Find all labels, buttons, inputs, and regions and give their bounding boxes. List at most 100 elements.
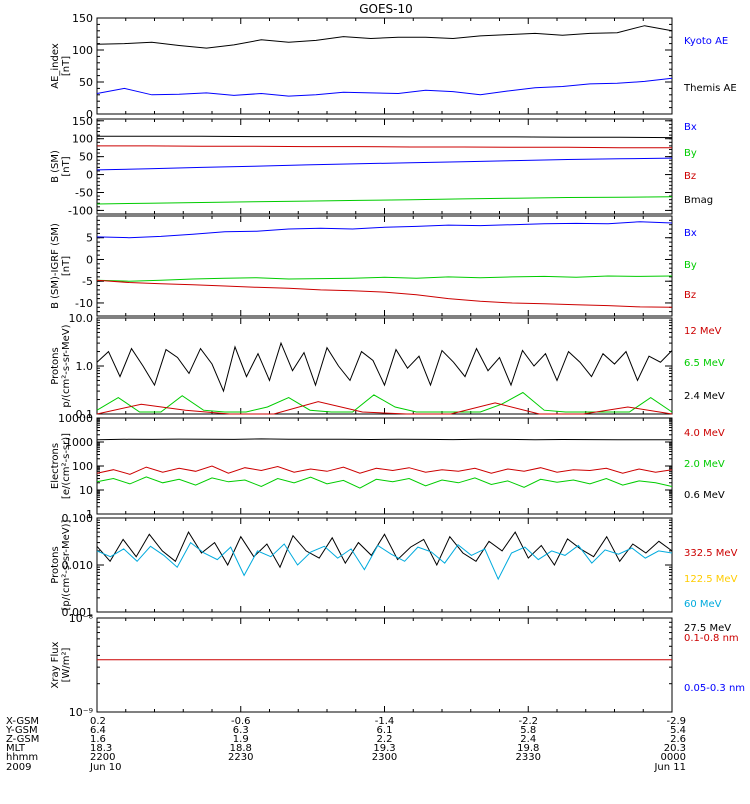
legend-entry: 12 MeV [684,326,722,337]
legend-entry: 60 MeV [684,599,722,610]
ephemeris-value: 1.6 [90,734,106,745]
series-line [96,25,673,49]
y-tick-label: 150 [72,115,93,128]
y-axis-label: B (SM) [50,150,61,183]
series-line [96,341,673,393]
y-tick-label: 0 [86,253,93,266]
ephemeris-value: 2.6 [670,734,686,745]
series-line [96,401,673,415]
legend-entry: By [684,260,697,271]
ephemeris-value: 2330 [516,752,541,763]
y-tick-label: 0 [86,108,93,121]
ephemeris-value: -2.9 [666,716,686,727]
y-tick-label: 10 [79,484,93,497]
y-tick-label: 100 [72,133,93,146]
y-axis-label: Protons [50,347,61,384]
y-tick-label: 50 [79,151,93,164]
series-line [96,438,673,441]
ephemeris-value: 20.3 [664,743,686,754]
y-tick-label: 50 [79,76,93,89]
legend-entry: 2.4 MeV [684,391,725,402]
y-tick-label: 1000 [65,436,93,449]
y-tick-label: 0.001 [62,606,94,619]
series-line [96,531,673,569]
panel-frame [96,215,673,317]
series-line [96,279,673,308]
series-line [96,221,673,239]
series-line [96,465,673,475]
ephemeris-value: 18.3 [90,743,112,754]
legend-entry: 0.6 MeV [684,490,725,501]
ephemeris-value: 6.4 [90,725,106,736]
ephemeris-value: 1.9 [233,734,249,745]
y-tick-label: 10000 [58,412,93,425]
y-axis-label: [p/(cm²-s-sr-MeV)] [61,519,72,610]
ephemeris-value: -1.4 [375,716,395,727]
y-tick-label: 1 [86,508,93,521]
ephemeris-value: Jun 10 [89,762,122,773]
legend-entry: 2.0 MeV [684,459,725,470]
series-line [96,77,673,97]
panel-frame [96,517,673,613]
panel-frame [96,617,673,713]
ephemeris-value: 2200 [90,752,115,763]
legend-entry: 0.05-0.3 nm [684,683,745,694]
ephemeris-value: 0000 [661,752,686,763]
y-axis-label: p/(cm²-s-sr-MeV) [61,324,72,407]
legend-entry: Bz [684,171,696,182]
ephemeris-value: 2.2 [377,734,393,745]
y-tick-label: 10.0 [69,312,94,325]
y-axis-label: Xray Flux [50,641,61,688]
y-axis-label: [W/m²] [61,647,72,682]
series-line [96,157,673,171]
ephemeris-value: 2300 [372,752,397,763]
legend-entry: 122.5 MeV [684,574,738,585]
series-line [96,476,673,489]
legend-entry: 6.5 MeV [684,358,725,369]
legend-entry: 0.1-0.8 nm [684,633,739,644]
y-tick-label: 150 [72,12,93,25]
legend-entry: 27.5 MeV [684,623,731,634]
y-axis-label: [nT] [61,56,72,76]
legend-entry: By [684,148,697,159]
ephemeris-value: -2.2 [518,716,538,727]
legend-entry: Bx [684,228,697,239]
y-axis-label: Protons [50,546,61,583]
y-tick-label: 0.010 [62,559,94,572]
ephemeris-row-label: X-GSM [6,716,39,727]
chart-title: GOES-10 [359,2,413,16]
ephemeris-value: 2230 [228,752,253,763]
ephemeris-value: 5.4 [670,725,686,736]
ephemeris-value: 19.8 [517,743,539,754]
ephemeris-value: Jun 11 [653,762,686,773]
y-tick-label: -10 [75,297,93,310]
y-axis-label: [nT] [61,156,72,176]
panel-frame [96,17,673,115]
series-line [97,135,673,139]
y-tick-label: 10⁻⁸ [69,612,94,625]
y-tick-label: 10⁻⁹ [69,706,93,719]
legend-entry: Bz [684,290,696,301]
ephemeris-value: 6.1 [377,725,393,736]
ephemeris-value: 2.4 [520,734,536,745]
y-tick-label: 0 [86,169,93,182]
series-line [96,196,673,205]
y-axis-label: [e/(cm²-s-sr)] [61,433,72,499]
series-line [97,145,672,149]
series-line [96,541,673,581]
ephemeris-value: 6.3 [233,725,249,736]
panel-frame [96,417,673,515]
ephemeris-row-label: MLT [6,743,26,754]
legend-entry: Bx [684,122,697,133]
ephemeris-row-label: hhmm [6,752,38,763]
y-axis-label: B (SM)-IGRF (SM) [50,223,61,309]
ephemeris-value: 0.2 [90,716,106,727]
ephemeris-value: -0.6 [231,716,251,727]
legend-entry: Kyoto AE [684,36,728,47]
legend-entry: 4.0 MeV [684,428,725,439]
y-axis-label: [nT] [61,256,72,276]
y-axis-label: AE_index [50,43,61,89]
y-tick-label: 0.1 [76,408,94,421]
y-axis-label: Electrons [50,443,61,489]
